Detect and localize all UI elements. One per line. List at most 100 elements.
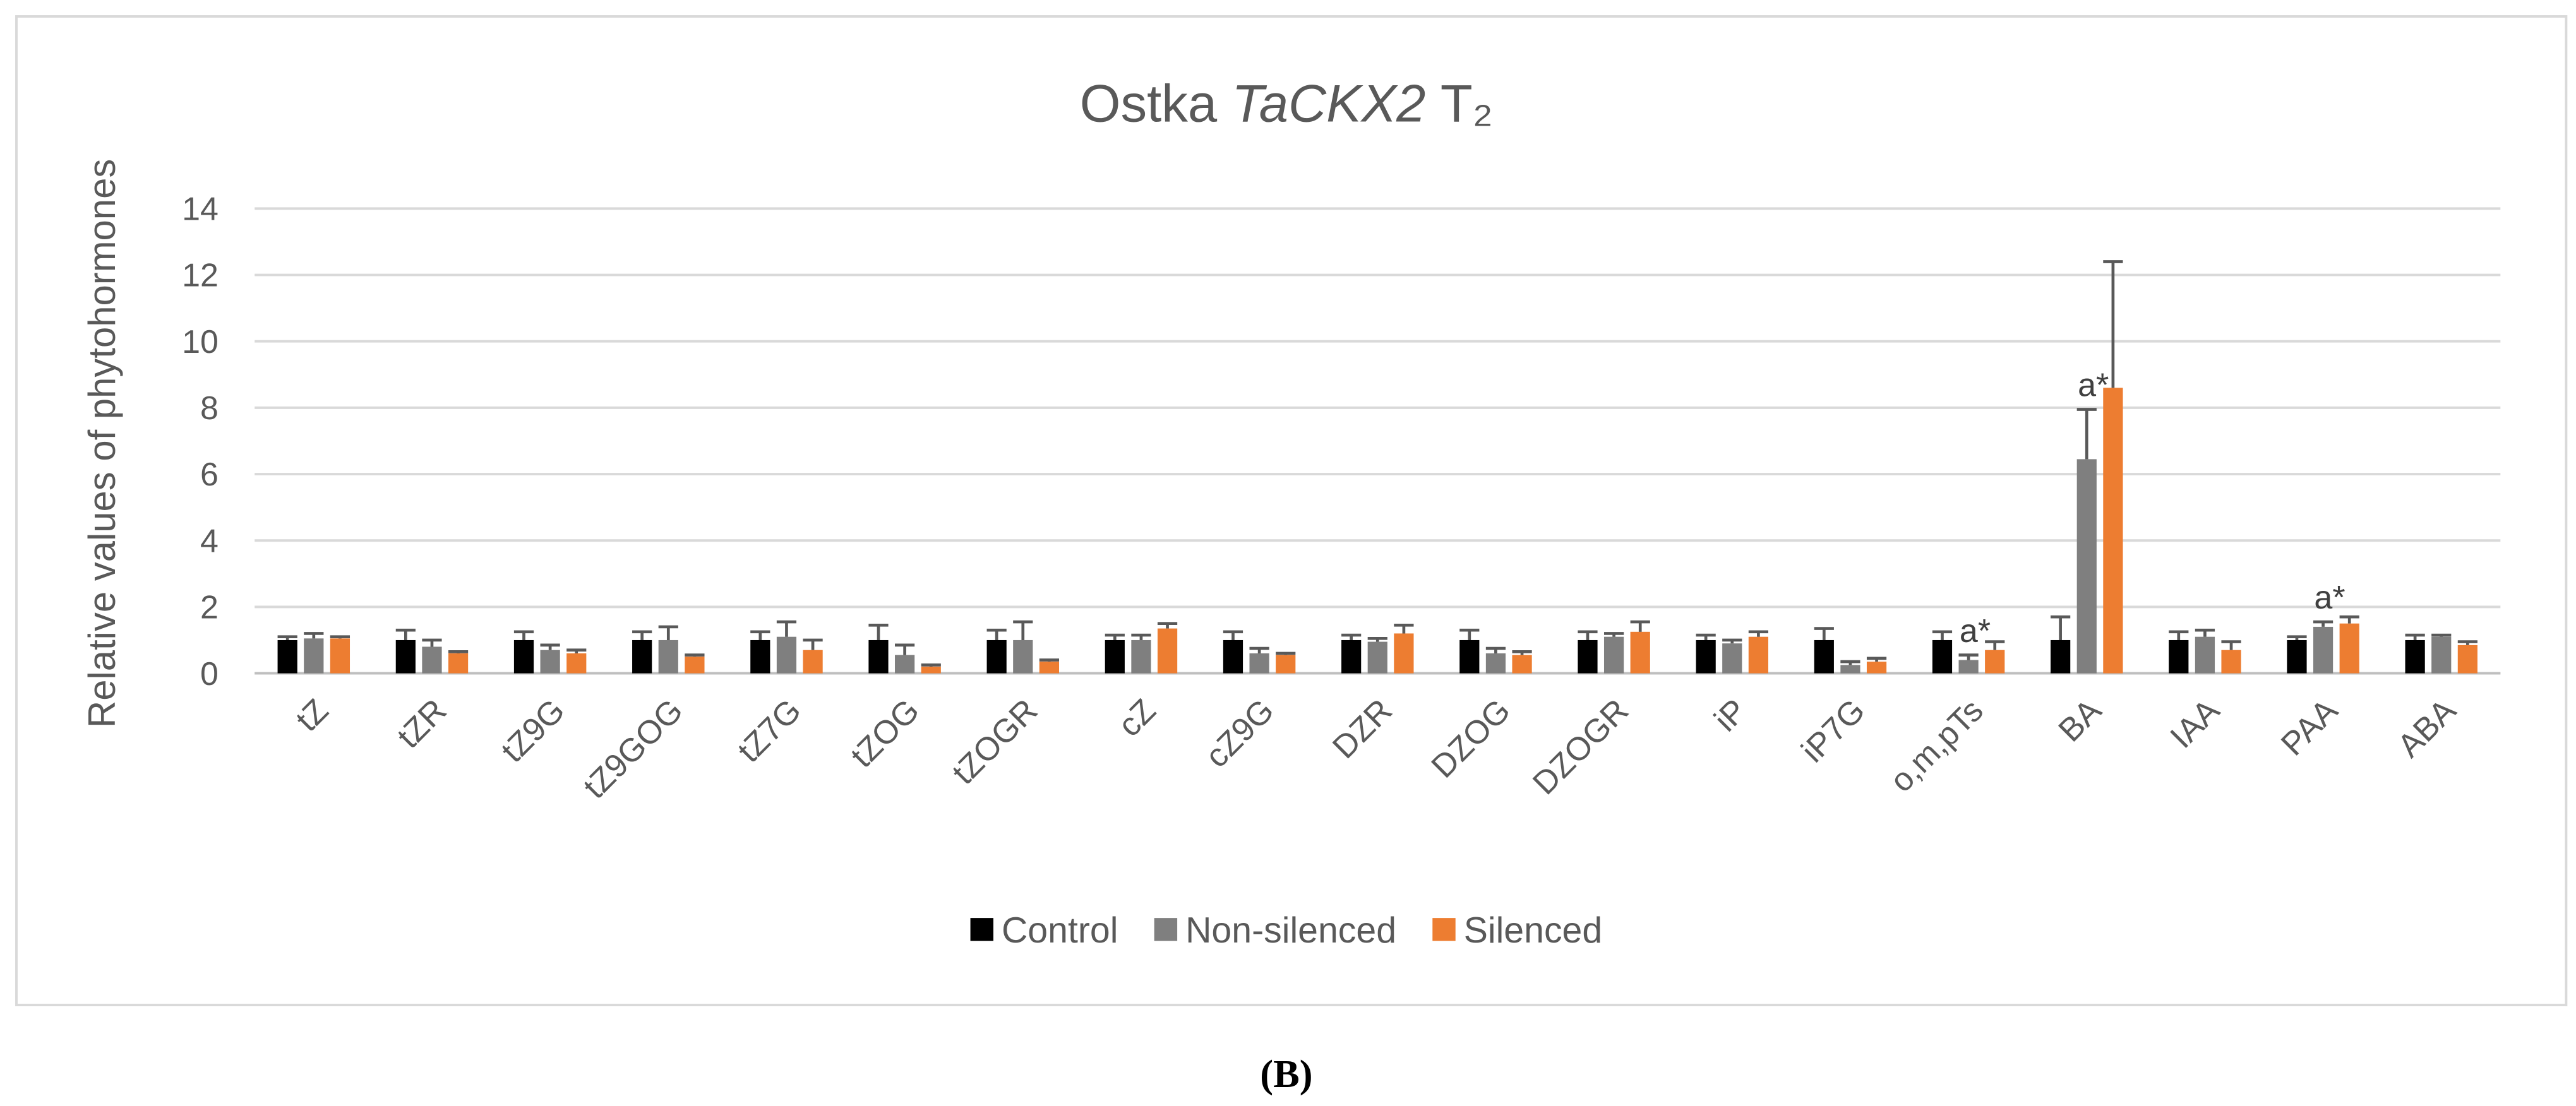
error-bar: [448, 650, 469, 653]
error-bar: [1696, 633, 1716, 640]
bar: [2169, 639, 2189, 674]
bar: [2431, 636, 2452, 674]
bar: [750, 639, 770, 674]
caption: (B): [1260, 1052, 1312, 1096]
bar: [1722, 643, 1742, 674]
error-bar: [803, 638, 823, 650]
bar: [540, 650, 560, 674]
error-bar: [1459, 628, 1480, 640]
bar: [1932, 639, 1953, 674]
bar: [1958, 660, 1979, 674]
error-bar: [1630, 620, 1650, 632]
title-part: Ostka: [1080, 74, 1218, 133]
error-bar: [1958, 653, 1979, 660]
bar: [1394, 633, 1414, 674]
bar: [921, 667, 941, 674]
error-bar: [330, 635, 350, 639]
error-bar: [2431, 633, 2452, 637]
bar: [2457, 645, 2477, 674]
legend-label: Non-silenced: [1185, 910, 1396, 951]
chart-title: Ostka TaCKX2 T₂: [1080, 74, 1493, 133]
bar: [1748, 636, 1768, 674]
bar: [868, 639, 889, 674]
error-bar: [750, 630, 770, 640]
legend-label: Control: [1002, 910, 1118, 951]
bar: [395, 639, 416, 674]
error-bar: [1722, 638, 1742, 644]
legend-swatch: [1154, 918, 1178, 941]
error-bar: [2051, 615, 2071, 640]
error-bar: [2313, 620, 2333, 627]
bar: [1578, 639, 1598, 674]
error-bar: [1249, 646, 1269, 653]
bar: [2076, 459, 2097, 674]
error-bar: [566, 648, 587, 653]
error-bar: [1367, 636, 1387, 642]
error-bar: [658, 625, 678, 640]
bar: [1840, 665, 1860, 674]
bar: [2103, 388, 2123, 674]
bar: [1512, 655, 1532, 674]
bar: [1367, 641, 1387, 674]
legend-label: Silenced: [1464, 910, 1603, 951]
error-bar: [776, 620, 797, 637]
bar: [1039, 662, 1060, 674]
error-bar: [395, 628, 416, 640]
error-bar: [2405, 633, 2425, 640]
error-bar: [2076, 408, 2097, 460]
error-bar: [1394, 623, 1414, 634]
error-bar: [1131, 633, 1151, 640]
error-bar: [513, 630, 534, 640]
error-bar: [1013, 620, 1033, 640]
bar: [1814, 639, 1834, 674]
error-bar: [1341, 633, 1362, 640]
bar: [1276, 655, 1296, 674]
annotation: a*: [2078, 367, 2109, 404]
bar: [1866, 662, 1887, 674]
error-bar: [422, 638, 442, 647]
bar: [2221, 650, 2241, 674]
bar: [685, 657, 705, 674]
error-bar: [304, 632, 324, 639]
bar: [566, 653, 587, 674]
bar: [330, 638, 350, 674]
bar: [1696, 639, 1716, 674]
bar: [1485, 653, 1506, 674]
bar: [1630, 631, 1650, 674]
error-bar: [2339, 615, 2359, 624]
error-bar: [1512, 650, 1532, 655]
error-bar: [685, 653, 705, 657]
error-bar: [1932, 630, 1953, 640]
title-part: TaCKX2: [1232, 74, 1426, 133]
y-axis-label: Relative values of phytohormones: [81, 159, 123, 728]
error-bar: [1603, 632, 1624, 637]
bar: [2287, 639, 2307, 674]
error-bar: [921, 663, 941, 667]
bar: [803, 650, 823, 674]
error-bar: [2103, 260, 2123, 388]
y-tick-label: 8: [200, 390, 219, 427]
bar: [1249, 653, 1269, 674]
bar: [895, 655, 915, 674]
bar: [1131, 639, 1151, 674]
chart-frame: [15, 15, 2568, 1006]
annotation: a*: [1960, 613, 1991, 650]
error-bar: [1039, 658, 1060, 662]
legend-swatch: [970, 918, 993, 941]
bar: [2313, 626, 2333, 674]
error-bar: [895, 643, 915, 655]
error-bar: [1578, 630, 1598, 640]
error-bar: [632, 630, 652, 640]
y-tick-label: 10: [182, 324, 219, 360]
error-bar: [2457, 640, 2477, 645]
error-bar: [1223, 630, 1243, 640]
error-bar: [277, 635, 297, 640]
error-bar: [1485, 646, 1506, 653]
bar: [986, 639, 1007, 674]
bar: [1459, 639, 1480, 674]
bar: [2339, 623, 2359, 674]
bar: [632, 639, 652, 674]
title-part: T₂: [1441, 74, 1493, 133]
error-bar: [1985, 640, 2005, 650]
